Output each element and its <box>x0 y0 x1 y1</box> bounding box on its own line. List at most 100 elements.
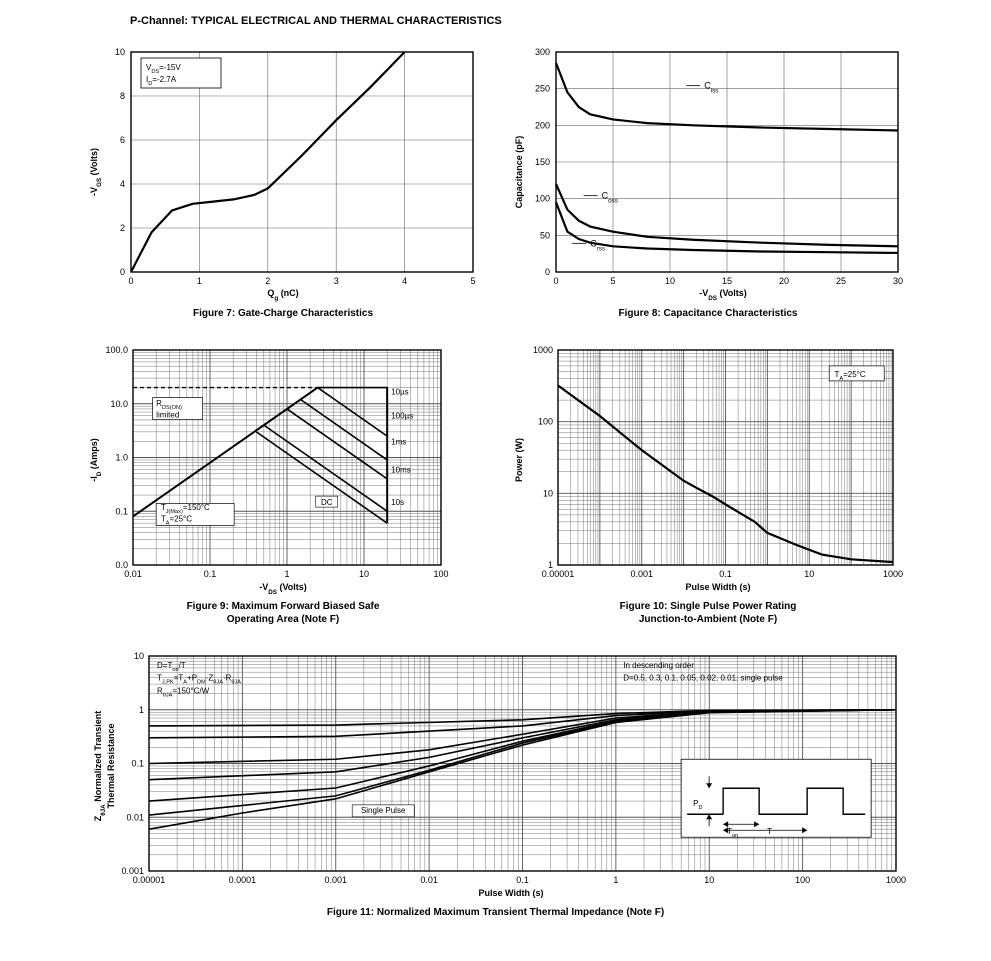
svg-text:1ms: 1ms <box>391 437 406 446</box>
svg-text:0.001: 0.001 <box>630 569 653 579</box>
svg-text:100: 100 <box>538 417 553 427</box>
svg-text:10: 10 <box>665 276 675 286</box>
svg-text:15: 15 <box>722 276 732 286</box>
fig8-chart: 051015202530050100150200250300CissCossCr… <box>508 42 908 302</box>
svg-text:In descending order: In descending order <box>623 661 694 670</box>
svg-text:TJ,PK=TA+PDM·ZθJA·RθJA: TJ,PK=TA+PDM·ZθJA·RθJA <box>157 674 241 686</box>
row-3: 0.00001 0.0001 0.001 0.01 0.1 1 10 100 1000 0.001… <box>20 646 971 919</box>
svg-text:0: 0 <box>128 276 133 286</box>
svg-text:1000: 1000 <box>533 345 553 355</box>
svg-text:300: 300 <box>535 47 550 57</box>
row-1: 0123450246810Qg (nC)-VGS (Volts)VDS=-15V… <box>20 42 971 320</box>
svg-text:Pulse Width (s): Pulse Width (s) <box>686 582 751 592</box>
svg-text:D=0.5, 0.3, 0.1, 0.05, 0.02, 0: D=0.5, 0.3, 0.1, 0.05, 0.02, 0.01, singl… <box>623 674 783 683</box>
svg-text:1.0: 1.0 <box>115 453 128 463</box>
svg-text:200: 200 <box>535 120 550 130</box>
svg-text:0.01: 0.01 <box>124 569 142 579</box>
svg-text:Ciss: Ciss <box>704 81 718 95</box>
svg-text:1: 1 <box>613 875 618 885</box>
svg-text:0.01: 0.01 <box>420 875 438 885</box>
svg-text:0.001: 0.001 <box>121 866 144 876</box>
svg-text:0.0: 0.0 <box>115 560 128 570</box>
svg-text:0.0001: 0.0001 <box>228 875 256 885</box>
svg-text:10: 10 <box>704 875 714 885</box>
svg-text:2: 2 <box>265 276 270 286</box>
svg-text:1000: 1000 <box>883 569 903 579</box>
svg-text:Crss: Crss <box>590 238 605 252</box>
svg-text:100.0: 100.0 <box>105 345 128 355</box>
svg-text:0.1: 0.1 <box>115 506 128 516</box>
svg-text:3: 3 <box>334 276 339 286</box>
svg-text:1: 1 <box>138 705 143 715</box>
svg-text:Thermal Resistance: Thermal Resistance <box>106 723 116 808</box>
svg-text:1: 1 <box>284 569 289 579</box>
svg-text:5: 5 <box>610 276 615 286</box>
svg-text:limited: limited <box>156 411 179 420</box>
svg-text:Coss: Coss <box>602 191 618 205</box>
svg-text:100: 100 <box>535 194 550 204</box>
svg-text:RθJA=150°C/W: RθJA=150°C/W <box>157 687 210 699</box>
svg-text:4: 4 <box>402 276 407 286</box>
svg-text:Capacitance (pF): Capacitance (pF) <box>514 136 524 209</box>
svg-text:0.1: 0.1 <box>131 759 144 769</box>
svg-text:50: 50 <box>540 230 550 240</box>
svg-text:0.1: 0.1 <box>719 569 732 579</box>
svg-text:-VGS (Volts): -VGS (Volts) <box>89 148 103 196</box>
fig8-cell: 051015202530050100150200250300CissCossCr… <box>508 42 908 320</box>
fig11-chart: 0.00001 0.0001 0.001 0.01 0.1 1 10 100 1000 0.001… <box>81 646 911 901</box>
svg-text:0.00001: 0.00001 <box>132 875 165 885</box>
svg-text:10µs: 10µs <box>391 387 409 396</box>
svg-text:10s: 10s <box>391 498 404 507</box>
svg-text:0.1: 0.1 <box>204 569 217 579</box>
svg-text:5: 5 <box>470 276 475 286</box>
svg-text:100: 100 <box>795 875 810 885</box>
svg-text:10: 10 <box>359 569 369 579</box>
row-2: 0.01 0.1 1 10 100 0.0 0.1 1.0 10.0 100.0 10µs 100µs… <box>20 340 971 626</box>
fig7-caption: Figure 7: Gate-Charge Characteristics <box>193 307 373 320</box>
svg-text:25: 25 <box>836 276 846 286</box>
fig10-caption: Figure 10: Single Pulse Power RatingJunc… <box>620 600 797 626</box>
svg-text:10.0: 10.0 <box>110 399 128 409</box>
svg-text:0.001: 0.001 <box>324 875 347 885</box>
svg-text:1: 1 <box>197 276 202 286</box>
svg-text:10: 10 <box>133 651 143 661</box>
fig11-caption: Figure 11: Normalized Maximum Transient … <box>327 906 664 919</box>
svg-text:10: 10 <box>804 569 814 579</box>
svg-text:0.00001: 0.00001 <box>542 569 575 579</box>
page-title: P-Channel: TYPICAL ELECTRICAL AND THERMA… <box>130 15 971 27</box>
svg-text:4: 4 <box>120 179 125 189</box>
fig10-cell: 0.000010.0010.11010001101001000Pulse Wid… <box>508 340 908 626</box>
fig11-cell: 0.00001 0.0001 0.001 0.01 0.1 1 10 100 1000 0.001… <box>81 646 911 919</box>
svg-text:8: 8 <box>120 91 125 101</box>
svg-text:2: 2 <box>120 223 125 233</box>
svg-text:10: 10 <box>543 488 553 498</box>
svg-text:100: 100 <box>433 569 448 579</box>
svg-text:150: 150 <box>535 157 550 167</box>
svg-text:1000: 1000 <box>885 875 905 885</box>
svg-text:0.01: 0.01 <box>126 812 144 822</box>
svg-text:Single Pulse: Single Pulse <box>360 806 405 815</box>
fig10-chart: 0.000010.0010.11010001101001000Pulse Wid… <box>508 340 908 595</box>
fig9-cell: 0.01 0.1 1 10 100 0.0 0.1 1.0 10.0 100.0 10µs 100µs… <box>83 340 483 626</box>
svg-text:10ms: 10ms <box>391 465 411 474</box>
svg-text:-VDS (Volts): -VDS (Volts) <box>699 288 747 302</box>
svg-text:0: 0 <box>553 276 558 286</box>
svg-text:30: 30 <box>893 276 903 286</box>
svg-text:100µs: 100µs <box>391 412 413 421</box>
svg-text:6: 6 <box>120 135 125 145</box>
fig9-caption: Figure 9: Maximum Forward Biased SafeOpe… <box>187 600 380 626</box>
svg-text:T: T <box>767 827 772 836</box>
svg-text:20: 20 <box>779 276 789 286</box>
fig8-caption: Figure 8: Capacitance Characteristics <box>619 307 798 320</box>
svg-text:250: 250 <box>535 84 550 94</box>
svg-text:DC: DC <box>321 498 333 507</box>
svg-text:-VDS (Volts): -VDS (Volts) <box>259 582 307 595</box>
svg-text:ZθJA Normalized Transient: ZθJA Normalized Transient <box>93 711 107 821</box>
fig9-chart: 0.01 0.1 1 10 100 0.0 0.1 1.0 10.0 100.0 10µs 100µs… <box>83 340 483 595</box>
svg-text:Qg (nC): Qg (nC) <box>267 288 298 302</box>
svg-text:0.1: 0.1 <box>516 875 529 885</box>
fig7-cell: 0123450246810Qg (nC)-VGS (Volts)VDS=-15V… <box>83 42 483 320</box>
svg-text:0: 0 <box>545 267 550 277</box>
svg-text:D=Ton/T: D=Ton/T <box>157 661 186 673</box>
svg-text:Pulse Width (s): Pulse Width (s) <box>478 888 543 898</box>
